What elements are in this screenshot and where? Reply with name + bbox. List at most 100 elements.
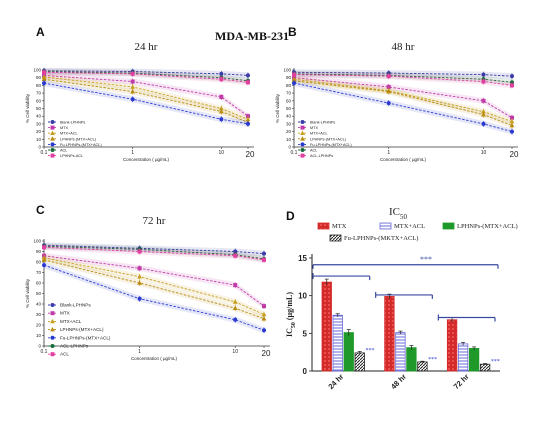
data-point: [246, 114, 250, 119]
data-point: [386, 74, 391, 79]
legend-entry: LPHNPs-(MTX+ACL): [298, 136, 347, 141]
y-axis-label: % Cell viability: [25, 93, 30, 123]
legend-entry: Blank-LPHNPs: [298, 120, 335, 125]
panel-title: IC50: [389, 206, 408, 221]
data-point: [232, 299, 238, 304]
x-category-label: 72 hr: [452, 372, 471, 391]
panel-letter: D: [286, 209, 295, 223]
series-line: [43, 257, 265, 315]
y-axis-label-part: (µg/mL): [285, 292, 294, 322]
legend-label: Blank-LPHNPs: [60, 121, 85, 125]
legend-label: MTX+ACL: [394, 223, 425, 230]
legend-marker: [300, 153, 305, 158]
data-point: [130, 84, 136, 89]
data-point: [137, 274, 143, 279]
x-tick-label: 0.1: [41, 150, 48, 156]
legend-marker: [300, 120, 305, 124]
x-axis-label: Concentration ( µg/mL): [131, 356, 178, 361]
legend-marker: [300, 142, 305, 147]
legend-label: LPHNPs-(MTX+ACL): [60, 137, 97, 141]
series-line: [43, 82, 249, 125]
series-line-group: [42, 244, 266, 263]
legend-marker: [300, 136, 305, 141]
x-tick-label: 1: [387, 150, 390, 156]
data-point: [386, 101, 391, 106]
series-line: [43, 244, 265, 255]
bar: [417, 361, 428, 372]
y-tick-label: 50: [286, 106, 292, 111]
series-line: [293, 73, 513, 83]
legend-entry: ACL: [48, 148, 67, 153]
series-line: [43, 245, 265, 260]
legend-label: Fu-LPHNPs-(MTX+ACL): [310, 143, 352, 147]
bar: [446, 319, 458, 372]
legend-label: Fu-LPHNPs-(MTX+ACL): [60, 335, 111, 340]
bar: [468, 347, 480, 372]
bar: [332, 314, 343, 372]
bar: [479, 363, 491, 372]
data-point: [130, 79, 135, 84]
series-line-group: [292, 71, 514, 89]
data-point: [261, 311, 267, 317]
y-tick-label: 70: [286, 91, 292, 96]
data-point: [246, 73, 250, 78]
panel-title: 48 hr: [392, 41, 415, 53]
series-line: [43, 259, 265, 320]
x-axis-label: Concentration ( µg/mL): [123, 157, 170, 162]
data-point: [510, 74, 514, 79]
legend-marker: [50, 125, 55, 130]
data-point: [130, 97, 135, 102]
series-line-group: [292, 80, 514, 135]
y-tick-label: 100: [283, 68, 291, 73]
legend-label: MTX: [310, 126, 318, 130]
data-point: [219, 71, 224, 76]
legend-label: MTX: [60, 311, 70, 316]
legend-label: ACL-LPHNPs: [60, 344, 89, 349]
legend-swatch: [317, 222, 330, 230]
y-tick-label: 30: [36, 121, 42, 126]
series-line: [293, 82, 513, 133]
legend-label: Fu-LPHNPs-(MTX+ACL): [60, 143, 102, 147]
y-tick-label: 100: [33, 68, 41, 73]
y-tick-label: 40: [36, 302, 42, 307]
series-line-group: [41, 256, 267, 322]
panel-letter: C: [36, 203, 45, 217]
error-band: [44, 73, 248, 123]
data-point: [233, 253, 238, 258]
legend-marker: [50, 136, 55, 141]
data-point: [245, 116, 251, 122]
data-point: [510, 83, 514, 88]
series-line-group: [42, 69, 250, 86]
y-tick-label: 10: [36, 333, 42, 338]
legend-entry: Blank-LPHNPs: [48, 303, 91, 308]
data-point: [510, 129, 514, 134]
x-tick-label: 20: [246, 150, 255, 159]
x-tick-label: 20: [262, 349, 271, 358]
y-tick-label: 50: [36, 291, 42, 296]
data-point: [232, 305, 238, 310]
y-tick-label: 60: [286, 98, 292, 103]
legend-entry: MTX: [317, 222, 347, 230]
data-point: [218, 108, 224, 114]
data-point: [137, 280, 143, 285]
legend-entry: MTX: [298, 125, 318, 130]
legend-marker: [300, 130, 305, 135]
error-band: [294, 70, 512, 86]
legend-entry: ACL: [298, 148, 317, 153]
data-point: [510, 80, 514, 85]
error-band: [44, 244, 264, 263]
series-line: [43, 76, 249, 120]
y-tick-label: 30: [286, 121, 292, 126]
significance-mark: ***: [428, 357, 437, 363]
bar: [384, 296, 395, 372]
series-line-group: [291, 77, 515, 129]
data-point: [481, 121, 486, 126]
data-point: [262, 257, 266, 262]
data-point: [42, 70, 46, 75]
legend-label: LPHNPs-ACL: [60, 154, 83, 158]
y-tick-label: 10: [286, 137, 292, 142]
data-point: [42, 245, 46, 250]
bar: [406, 347, 417, 372]
legend-marker: [50, 327, 55, 332]
